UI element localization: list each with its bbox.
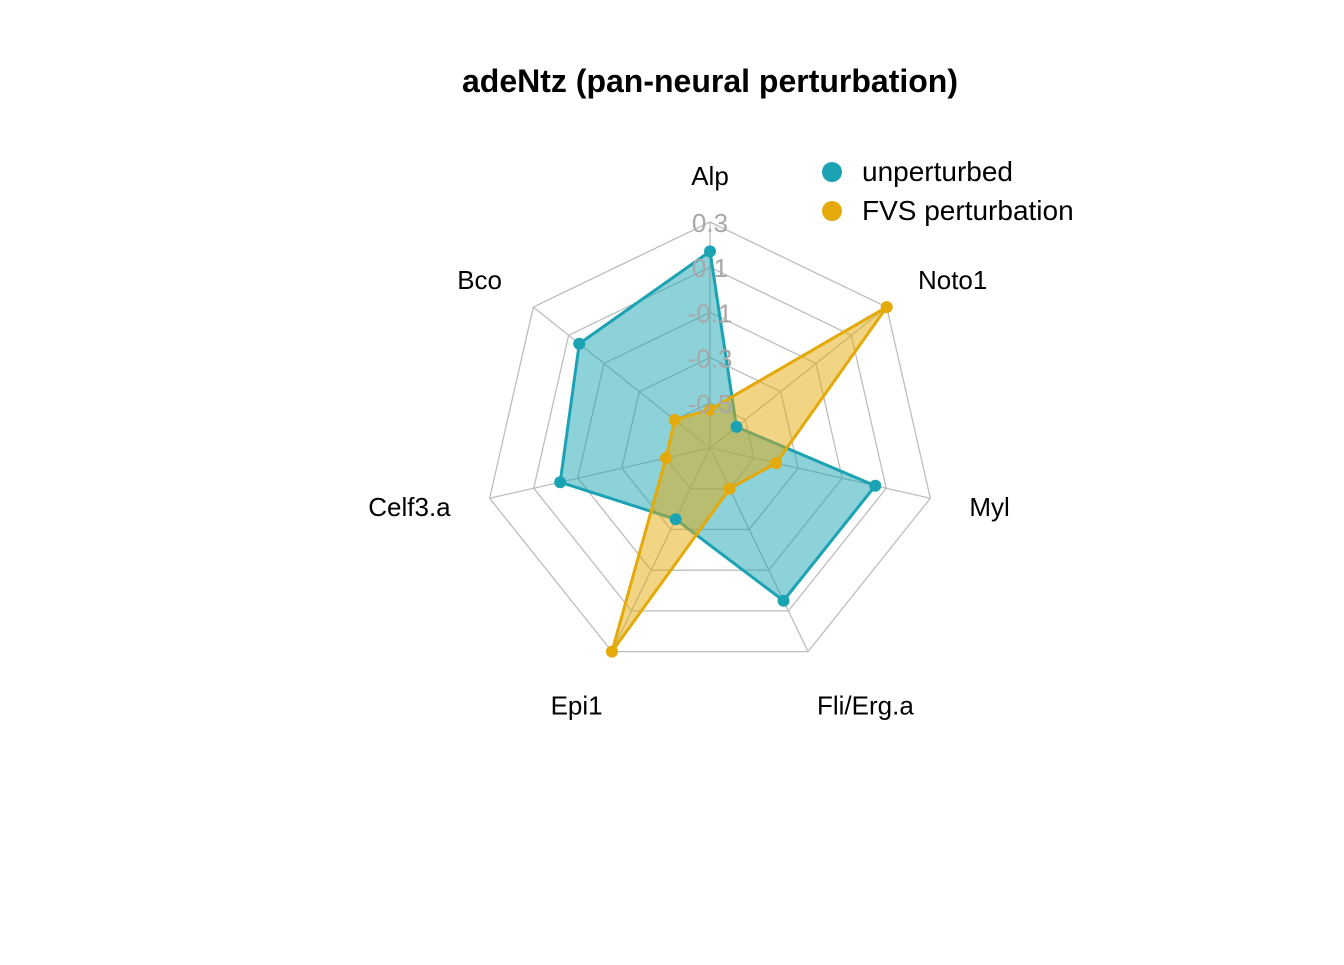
legend-label: unperturbed: [862, 156, 1013, 187]
axis-label: Myl: [969, 492, 1009, 522]
legend-label: FVS perturbation: [862, 195, 1074, 226]
series-point: [573, 337, 586, 350]
axis-label: Celf3.a: [368, 492, 451, 522]
axis-labels: Alp Noto1 Myl Fli/Erg.a Epi1 Celf3.a Bco: [368, 161, 1009, 721]
series-point: [605, 645, 618, 658]
axis-label: Fli/Erg.a: [817, 691, 914, 721]
series-point: [704, 403, 716, 416]
series-area: [610, 305, 889, 654]
series-point: [880, 301, 893, 314]
radar-series: [554, 245, 893, 658]
axis-label: Alp: [691, 161, 729, 191]
legend: unperturbed FVS perturbation: [822, 156, 1074, 226]
legend-marker: [822, 201, 842, 221]
series-point: [723, 482, 736, 495]
series-point: [668, 413, 681, 426]
series-point: [777, 594, 790, 607]
series-point: [730, 420, 743, 433]
chart-title: adeNtz (pan-neural perturbation): [462, 63, 958, 99]
series-point: [659, 452, 672, 465]
axis-label: Bco: [457, 265, 502, 295]
series-point: [770, 457, 783, 470]
series-point: [704, 245, 716, 258]
ring-tick-label: 0.1: [692, 253, 728, 283]
series-point: [869, 479, 882, 492]
ring-tick-label: -0.1: [688, 298, 733, 328]
grid-ring: [533, 266, 887, 612]
series-point: [669, 513, 682, 526]
ring-tick-labels: 0.3 0.1 -0.1 -0.3 -0.5: [688, 208, 733, 419]
grid-ring: [488, 221, 932, 653]
ring-tick-label: -0.3: [688, 344, 733, 374]
ring-tick-label: 0.3: [692, 208, 728, 238]
axis-label: Noto1: [918, 265, 987, 295]
legend-marker: [822, 162, 842, 182]
ring-tick-label: -0.5: [688, 389, 733, 419]
axis-label: Epi1: [551, 691, 603, 721]
series-point: [554, 476, 567, 489]
